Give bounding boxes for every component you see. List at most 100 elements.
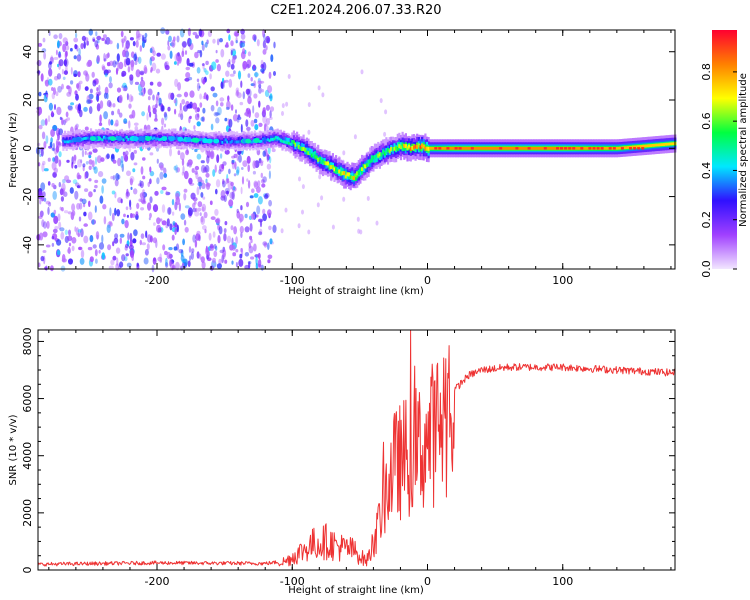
heatmap-cell	[46, 220, 50, 229]
heatmap-cell	[180, 249, 184, 257]
colorbar-ticks: 0.0 0.2 0.4 0.6 0.8	[700, 63, 737, 278]
heatmap-cell	[474, 146, 477, 150]
heatmap-cell	[162, 244, 166, 251]
heatmap-cell	[187, 27, 191, 37]
heatmap-cell	[172, 221, 176, 226]
heatmap-cell	[216, 63, 221, 72]
heatmap-cell	[385, 150, 388, 154]
heatmap-cell	[167, 207, 172, 215]
heatmap-cell	[502, 146, 505, 150]
heatmap-cell	[651, 144, 654, 147]
heatmap-cell	[47, 206, 50, 215]
heatmap-cell	[239, 140, 242, 144]
heatmap-cell	[395, 146, 398, 150]
heatmap-cell	[118, 94, 123, 104]
heatmap-cell	[188, 76, 193, 81]
heatmap-cell	[615, 146, 618, 150]
heatmap-cell	[361, 167, 364, 171]
heatmap-cell	[77, 184, 82, 189]
heatmap-cell	[133, 188, 138, 195]
heatmap-cell	[318, 156, 321, 161]
heatmap-cell	[63, 70, 68, 75]
heatmap-cell	[112, 241, 115, 247]
heatmap-cell	[130, 151, 135, 161]
heatmap-cell	[481, 146, 484, 150]
heatmap-cell	[84, 171, 87, 180]
heatmap-cell	[125, 194, 129, 199]
heatmap-cell	[116, 136, 123, 142]
heatmap-cell	[653, 143, 656, 147]
spectrogram-y-label: Frequency (Hz)	[8, 112, 19, 188]
heatmap-cell	[360, 69, 364, 75]
heatmap-cell	[220, 81, 224, 89]
heatmap-cell	[77, 71, 81, 78]
heatmap-cell	[120, 155, 124, 164]
heatmap-cell	[96, 87, 99, 92]
heatmap-cell	[232, 186, 236, 191]
heatmap-cell	[219, 97, 225, 102]
heatmap-cell	[113, 237, 119, 244]
heatmap-cell	[45, 135, 49, 144]
heatmap-cell	[182, 138, 185, 142]
heatmap-cell	[446, 147, 450, 150]
heatmap-cell	[125, 135, 128, 139]
heatmap-cell	[183, 188, 188, 193]
heatmap-cell	[217, 235, 221, 244]
heatmap-cell	[250, 77, 253, 82]
heatmap-cell	[625, 146, 628, 149]
heatmap-cell	[541, 146, 544, 150]
heatmap-cell	[177, 150, 181, 156]
heatmap-cell	[258, 122, 263, 127]
heatmap-cell	[58, 128, 64, 136]
heatmap-cell	[236, 166, 240, 174]
heatmap-cell	[396, 142, 399, 150]
heatmap-cell	[416, 145, 419, 149]
heatmap-cell	[206, 182, 209, 186]
heatmap-cell	[321, 92, 325, 98]
heatmap-cell	[168, 247, 173, 251]
y-tick-label: 8000	[21, 327, 34, 355]
heatmap-cell	[230, 40, 234, 47]
heatmap-cell	[287, 74, 291, 79]
heatmap-cell	[61, 254, 66, 263]
heatmap-cell	[235, 109, 237, 114]
heatmap-cell	[273, 137, 276, 141]
heatmap-cell	[268, 225, 272, 231]
heatmap-cell	[224, 187, 230, 194]
heatmap-cell	[662, 143, 665, 146]
heatmap-cell	[240, 80, 243, 88]
heatmap-cell	[99, 195, 104, 204]
heatmap-cell	[50, 137, 53, 144]
heatmap-cell	[520, 146, 523, 150]
heatmap-cell	[226, 140, 229, 144]
heatmap-cell	[547, 146, 550, 150]
heatmap-cell	[142, 157, 146, 161]
heatmap-cell	[241, 176, 245, 185]
heatmap-cell	[184, 226, 189, 233]
heatmap-cell	[86, 136, 89, 140]
heatmap-cell	[127, 138, 130, 141]
heatmap-cell	[131, 254, 134, 262]
heatmap-cell	[76, 185, 81, 189]
heatmap-cell	[442, 146, 445, 150]
heatmap-cell	[157, 227, 162, 233]
heatmap-cell	[199, 212, 202, 217]
heatmap-cell	[269, 106, 275, 112]
heatmap-cell	[495, 146, 498, 150]
heatmap-cell	[201, 40, 204, 46]
heatmap-cell	[212, 231, 216, 238]
heatmap-cell	[165, 190, 168, 196]
heatmap-cell	[52, 190, 57, 200]
heatmap-cell	[123, 213, 126, 218]
heatmap-cell	[107, 137, 110, 143]
heatmap-cell	[240, 33, 246, 40]
heatmap-cell	[108, 118, 111, 126]
heatmap-cell	[140, 76, 144, 81]
heatmap-cell	[229, 137, 232, 143]
heatmap-cell	[112, 159, 117, 164]
heatmap-cell	[262, 213, 267, 222]
heatmap-cell	[185, 66, 191, 71]
heatmap-cell	[263, 194, 269, 200]
heatmap-cell	[84, 188, 89, 193]
heatmap-cell	[55, 49, 58, 56]
